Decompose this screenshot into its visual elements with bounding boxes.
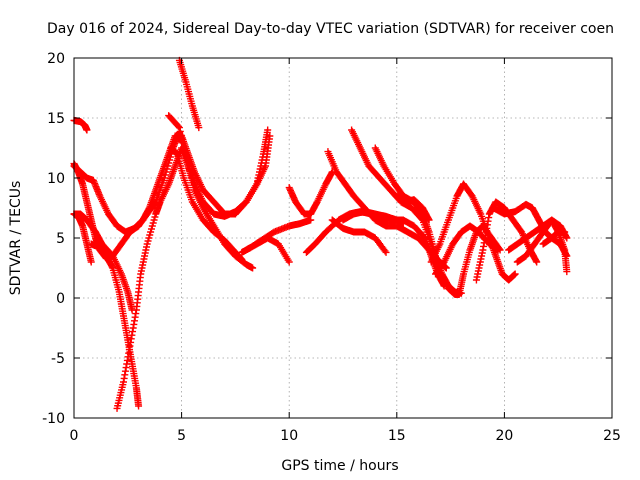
data-point [457,289,465,297]
x-tick-label: 0 [70,428,79,444]
data-point [83,126,91,134]
y-tick-label: 10 [47,171,65,187]
data-point [264,126,272,134]
data-point [176,127,184,135]
series-arc-22 [432,222,502,278]
y-tick-label: 15 [47,111,65,127]
data-point [533,258,541,266]
axis-ticks: 0 5 10 15 20 25 -10 -5 0 5 10 15 20 [42,51,621,444]
data-point [399,220,407,228]
plot-frame [73,57,613,419]
data-point [381,247,389,255]
y-tick-label: 0 [56,291,65,307]
series-arc-20 [393,192,433,224]
data-series [70,56,571,412]
data-point [175,124,183,132]
data-point [494,246,502,254]
data-point [87,258,95,266]
data-point [442,264,450,272]
series-arc-9 [165,112,272,220]
x-tick-label: 10 [280,428,298,444]
data-point [182,154,190,162]
series-arc-17 [339,208,407,228]
y-tick-label: 20 [47,51,65,67]
data-point [382,248,390,256]
series-arc-1 [70,116,91,134]
chart-title: Day 016 of 2024, Sidereal Day-to-day VTE… [47,21,614,37]
data-point [180,143,188,151]
data-point [177,131,185,139]
x-axis-label: GPS time / hours [281,458,398,474]
data-point [238,256,246,264]
data-point [135,402,143,410]
series-arc-21 [427,180,519,284]
data-point [178,135,186,143]
y-tick-label: -10 [42,411,65,427]
series-arc-16 [328,216,390,256]
y-axis-label: SDTVAR / TECUs [8,181,24,296]
series-arc-12 [242,234,293,266]
x-tick-label: 25 [603,428,621,444]
data-point [285,258,293,266]
data-point [174,122,182,130]
x-tick-label: 5 [177,428,186,444]
series-arc-13 [285,168,336,218]
series-arc-27 [539,234,571,260]
data-point [183,158,191,166]
series-arc-10 [175,56,203,132]
grid-lines [74,58,612,418]
data-point [563,252,571,260]
y-tick-label: 5 [56,231,65,247]
data-point [563,268,571,276]
data-point [307,216,315,224]
series-arc-8 [167,144,246,264]
y-tick-label: -5 [51,351,65,367]
data-point [181,147,189,155]
x-tick-label: 20 [495,428,513,444]
series-arc-3 [70,132,274,236]
data-point [195,124,203,132]
data-point [563,234,571,242]
series-arc-26 [513,216,571,276]
data-point [179,139,187,147]
data-point [249,264,257,272]
data-point [181,150,189,158]
data-point [511,270,519,278]
x-tick-label: 15 [388,428,406,444]
data-point [425,216,433,224]
